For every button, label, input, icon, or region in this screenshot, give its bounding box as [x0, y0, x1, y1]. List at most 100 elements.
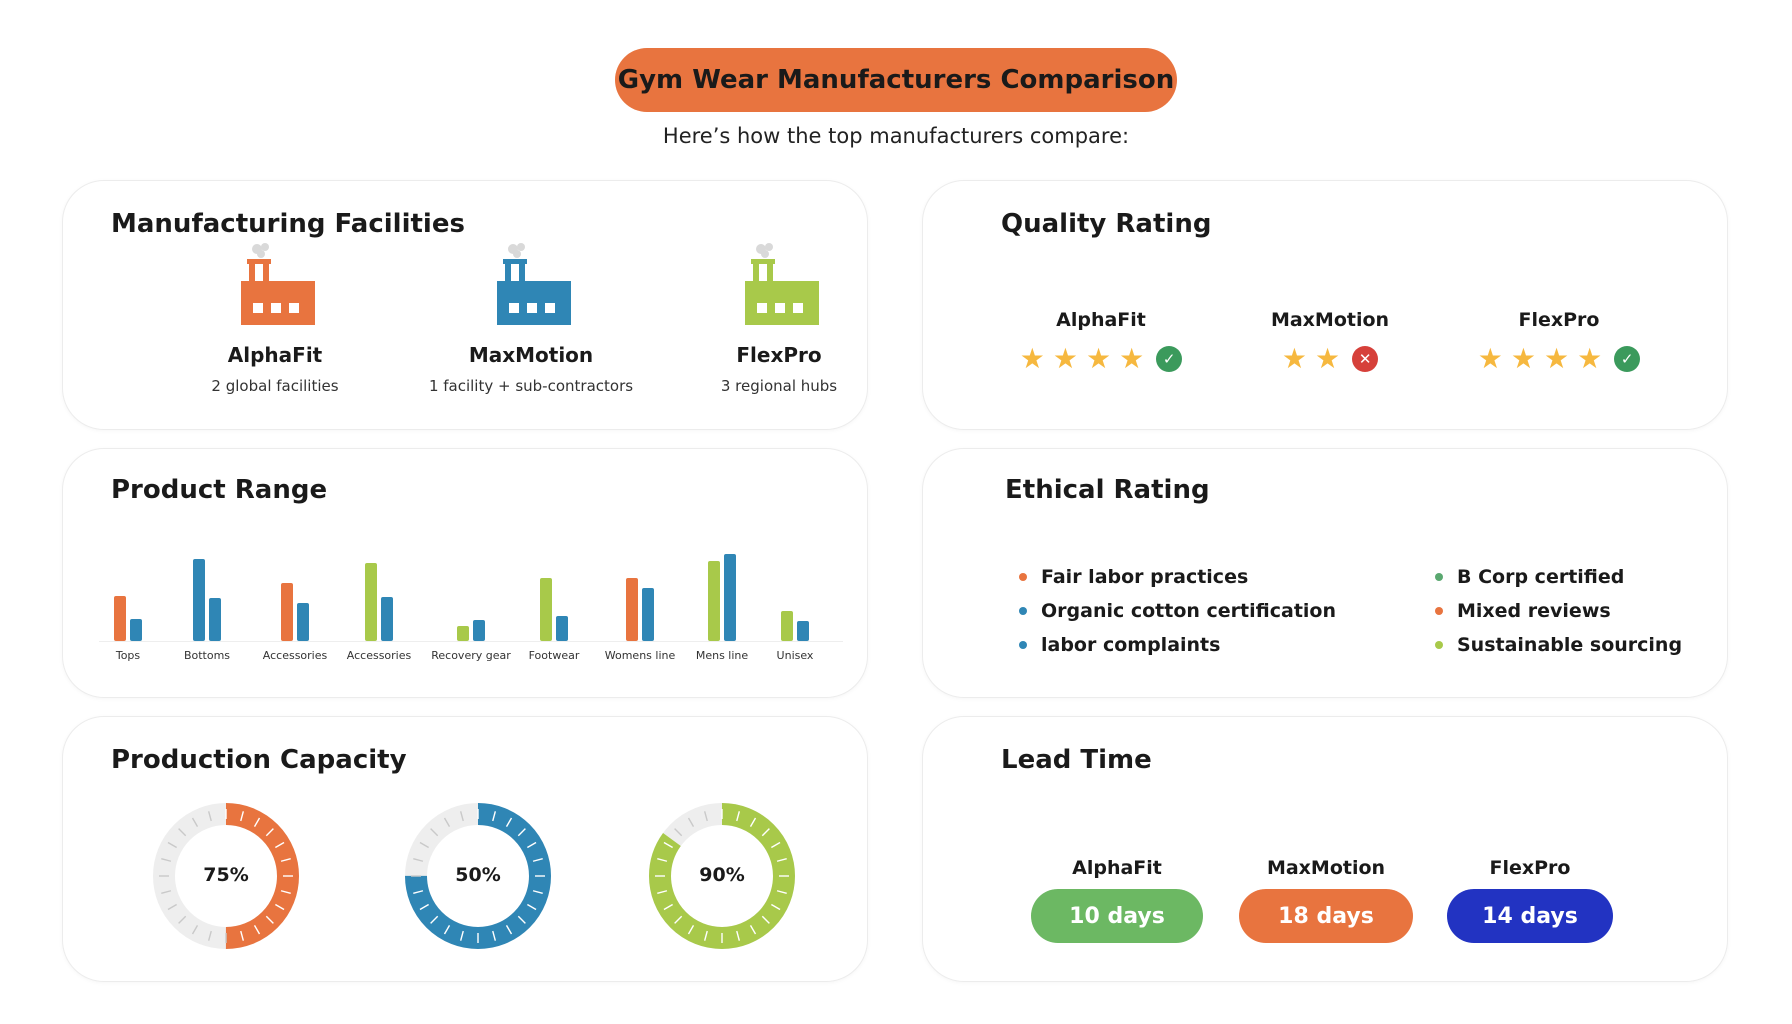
star-rating: ★ ★ ★ ★ ✓: [991, 345, 1211, 373]
product-range-chart: Tops Bottoms Accessories Accessories Recover…: [99, 554, 843, 662]
facility-alphafit: AlphaFit 2 global facilities: [155, 241, 395, 395]
tick-label: Footwear: [529, 649, 580, 662]
cross-icon: ✕: [1352, 346, 1379, 372]
donut-tick: [674, 828, 683, 837]
tick-label: Accessories: [347, 649, 412, 662]
donut-tick: [505, 925, 513, 935]
ethical-item: B Corp certified: [1435, 560, 1682, 594]
tick-label: Womens line: [605, 649, 676, 662]
ethical-item: Mixed reviews: [1435, 594, 1682, 628]
bar: [209, 598, 221, 641]
donut-tick: [253, 817, 261, 827]
tick-label: Bottoms: [184, 649, 230, 662]
facility-name: FlexPro: [736, 343, 822, 367]
star-icon: ★: [1315, 342, 1341, 375]
bullet-dot: [1019, 573, 1027, 581]
donut-tick: [167, 841, 177, 849]
star-rating: ★ ★ ✕: [1220, 345, 1440, 373]
donut-tick: [161, 890, 172, 895]
ethical-title: Ethical Rating: [1005, 475, 1210, 505]
donut-tick: [657, 857, 668, 862]
donut-tick: [532, 890, 543, 895]
bar: [540, 578, 552, 641]
star-icon: ★: [1052, 342, 1078, 375]
capacity-donut-alphafit: [153, 803, 299, 949]
donut-tick: [178, 828, 187, 837]
donut-tick: [657, 890, 668, 895]
donut-tick: [191, 817, 199, 827]
quality-name: MaxMotion: [1270, 309, 1390, 331]
quality-alphafit: AlphaFit ★ ★ ★ ★ ✓: [991, 309, 1211, 373]
donut-tick: [749, 925, 757, 935]
donut-tick: [207, 811, 212, 822]
capacity-donut-flexpro: [649, 803, 795, 949]
donut-tick: [443, 925, 451, 935]
donut-tick: [413, 890, 424, 895]
capacity-title: Production Capacity: [111, 745, 407, 775]
capacity-card: Production Capacity 75% 50% 90%: [62, 716, 868, 982]
lead-time-card: Lead Time AlphaFit 10 days MaxMotion 18 …: [922, 716, 1728, 982]
bar: [724, 554, 736, 641]
product-range-title: Product Range: [111, 475, 328, 505]
bar: [457, 626, 469, 641]
donut-tick: [776, 857, 787, 862]
donut-tick: [459, 930, 464, 941]
donut-tick: [459, 811, 464, 822]
bar: [642, 588, 654, 641]
bar: [193, 559, 205, 641]
donut-tick: [703, 811, 708, 822]
lead-time-name: MaxMotion: [1266, 857, 1386, 879]
donut-tick: [687, 925, 695, 935]
donut-tick: [761, 915, 770, 924]
bullet-dot: [1435, 573, 1443, 581]
facility-flexpro: FlexPro 3 regional hubs: [659, 241, 899, 395]
donut-tick: [430, 828, 439, 837]
capacity-value: 75%: [203, 864, 249, 886]
bar: [114, 596, 126, 641]
donut-tick: [265, 915, 274, 924]
bullet-dot: [1019, 641, 1027, 649]
bar: [297, 603, 309, 641]
product-range-card: Product Range Tops Bottoms Accessories Acce…: [62, 448, 868, 698]
star-icon: ★: [1086, 342, 1112, 375]
bullet-dot: [1435, 607, 1443, 615]
star-icon: ★: [1477, 342, 1503, 375]
donut-tick: [161, 857, 172, 862]
quality-name: AlphaFit: [1056, 309, 1146, 331]
factory-icon: [745, 243, 819, 325]
factory-icon: [497, 243, 571, 325]
facility-name: MaxMotion: [468, 343, 594, 367]
lead-time-maxmotion: MaxMotion 18 days: [1239, 857, 1413, 943]
factory-icon: [241, 243, 315, 325]
bar: [797, 621, 809, 641]
tick-label: Recovery gear: [431, 649, 511, 662]
donut-tick: [430, 915, 439, 924]
donut-tick: [492, 811, 497, 822]
facility-desc: 1 facility + sub-contractors: [428, 377, 634, 395]
donut-tick: [749, 817, 757, 827]
ethical-item: Fair labor practices: [1019, 560, 1336, 594]
star-icon: ★: [1544, 342, 1570, 375]
star-icon: ★: [1577, 342, 1603, 375]
donut-tick: [443, 817, 451, 827]
donut-tick: [663, 841, 673, 849]
donut-tick: [517, 828, 526, 837]
tick-label: Unisex: [777, 649, 814, 662]
donut-tick: [275, 841, 285, 849]
lead-time-alphafit: AlphaFit 10 days: [1031, 857, 1203, 943]
ethical-item: Sustainable sourcing: [1435, 628, 1682, 662]
quality-title: Quality Rating: [1001, 209, 1212, 239]
donut-tick: [517, 915, 526, 924]
bar: [781, 611, 793, 641]
facility-maxmotion: MaxMotion 1 facility + sub-contractors: [411, 241, 651, 395]
ethical-list-left: Fair labor practices Organic cotton cert…: [1019, 560, 1336, 662]
bar: [281, 583, 293, 641]
quality-flexpro: FlexPro ★ ★ ★ ★ ✓: [1449, 309, 1669, 373]
donut-tick: [419, 841, 429, 849]
donut-tick: [207, 930, 212, 941]
donut-tick: [492, 930, 497, 941]
bar: [365, 563, 377, 641]
donut-tick: [736, 930, 741, 941]
donut-tick: [167, 903, 177, 911]
facility-name: AlphaFit: [227, 343, 323, 367]
